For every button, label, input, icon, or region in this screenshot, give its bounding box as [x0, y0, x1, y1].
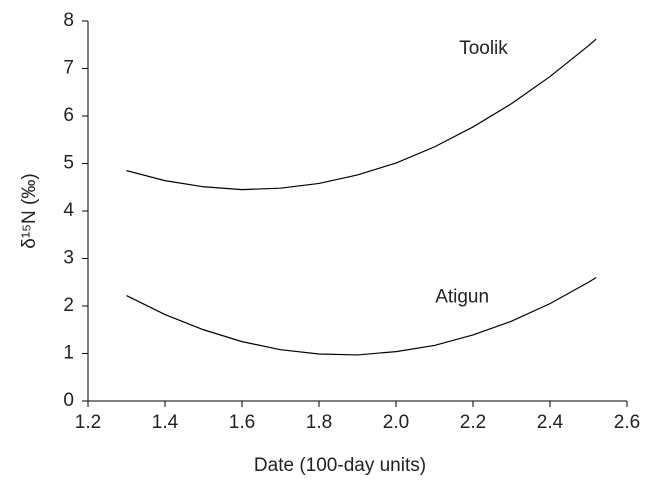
y-tick-label: 8 [63, 10, 74, 31]
y-axis-label: δ¹⁵N (‰) [19, 173, 40, 248]
y-tick-label: 3 [63, 248, 74, 269]
x-tick-label: 1.6 [229, 412, 255, 433]
series-label: Atigun [435, 287, 489, 308]
line [126, 38, 597, 191]
y-tick-label: 7 [63, 58, 74, 79]
x-tick-label: 1.8 [306, 412, 332, 433]
series-label: Toolik [459, 38, 508, 59]
x-tick-label: 2.2 [460, 412, 486, 433]
y-tick-label: 6 [63, 105, 74, 126]
x-tick-label: 1.2 [75, 412, 101, 433]
y-tick-label: 2 [63, 295, 74, 316]
x-tick-label: 2.4 [537, 412, 564, 433]
y-tick-label: 4 [63, 200, 74, 221]
y-tick-label: 1 [63, 343, 74, 364]
x-tick-label: 1.4 [152, 412, 179, 433]
y-tick-label: 0 [63, 390, 74, 411]
x-tick-label: 2.0 [383, 412, 409, 433]
y-tick-label: 5 [63, 153, 74, 174]
x-axis-label: Date (100-day units) [254, 455, 426, 476]
x-tick-label: 2.6 [614, 412, 640, 433]
line [126, 276, 597, 356]
